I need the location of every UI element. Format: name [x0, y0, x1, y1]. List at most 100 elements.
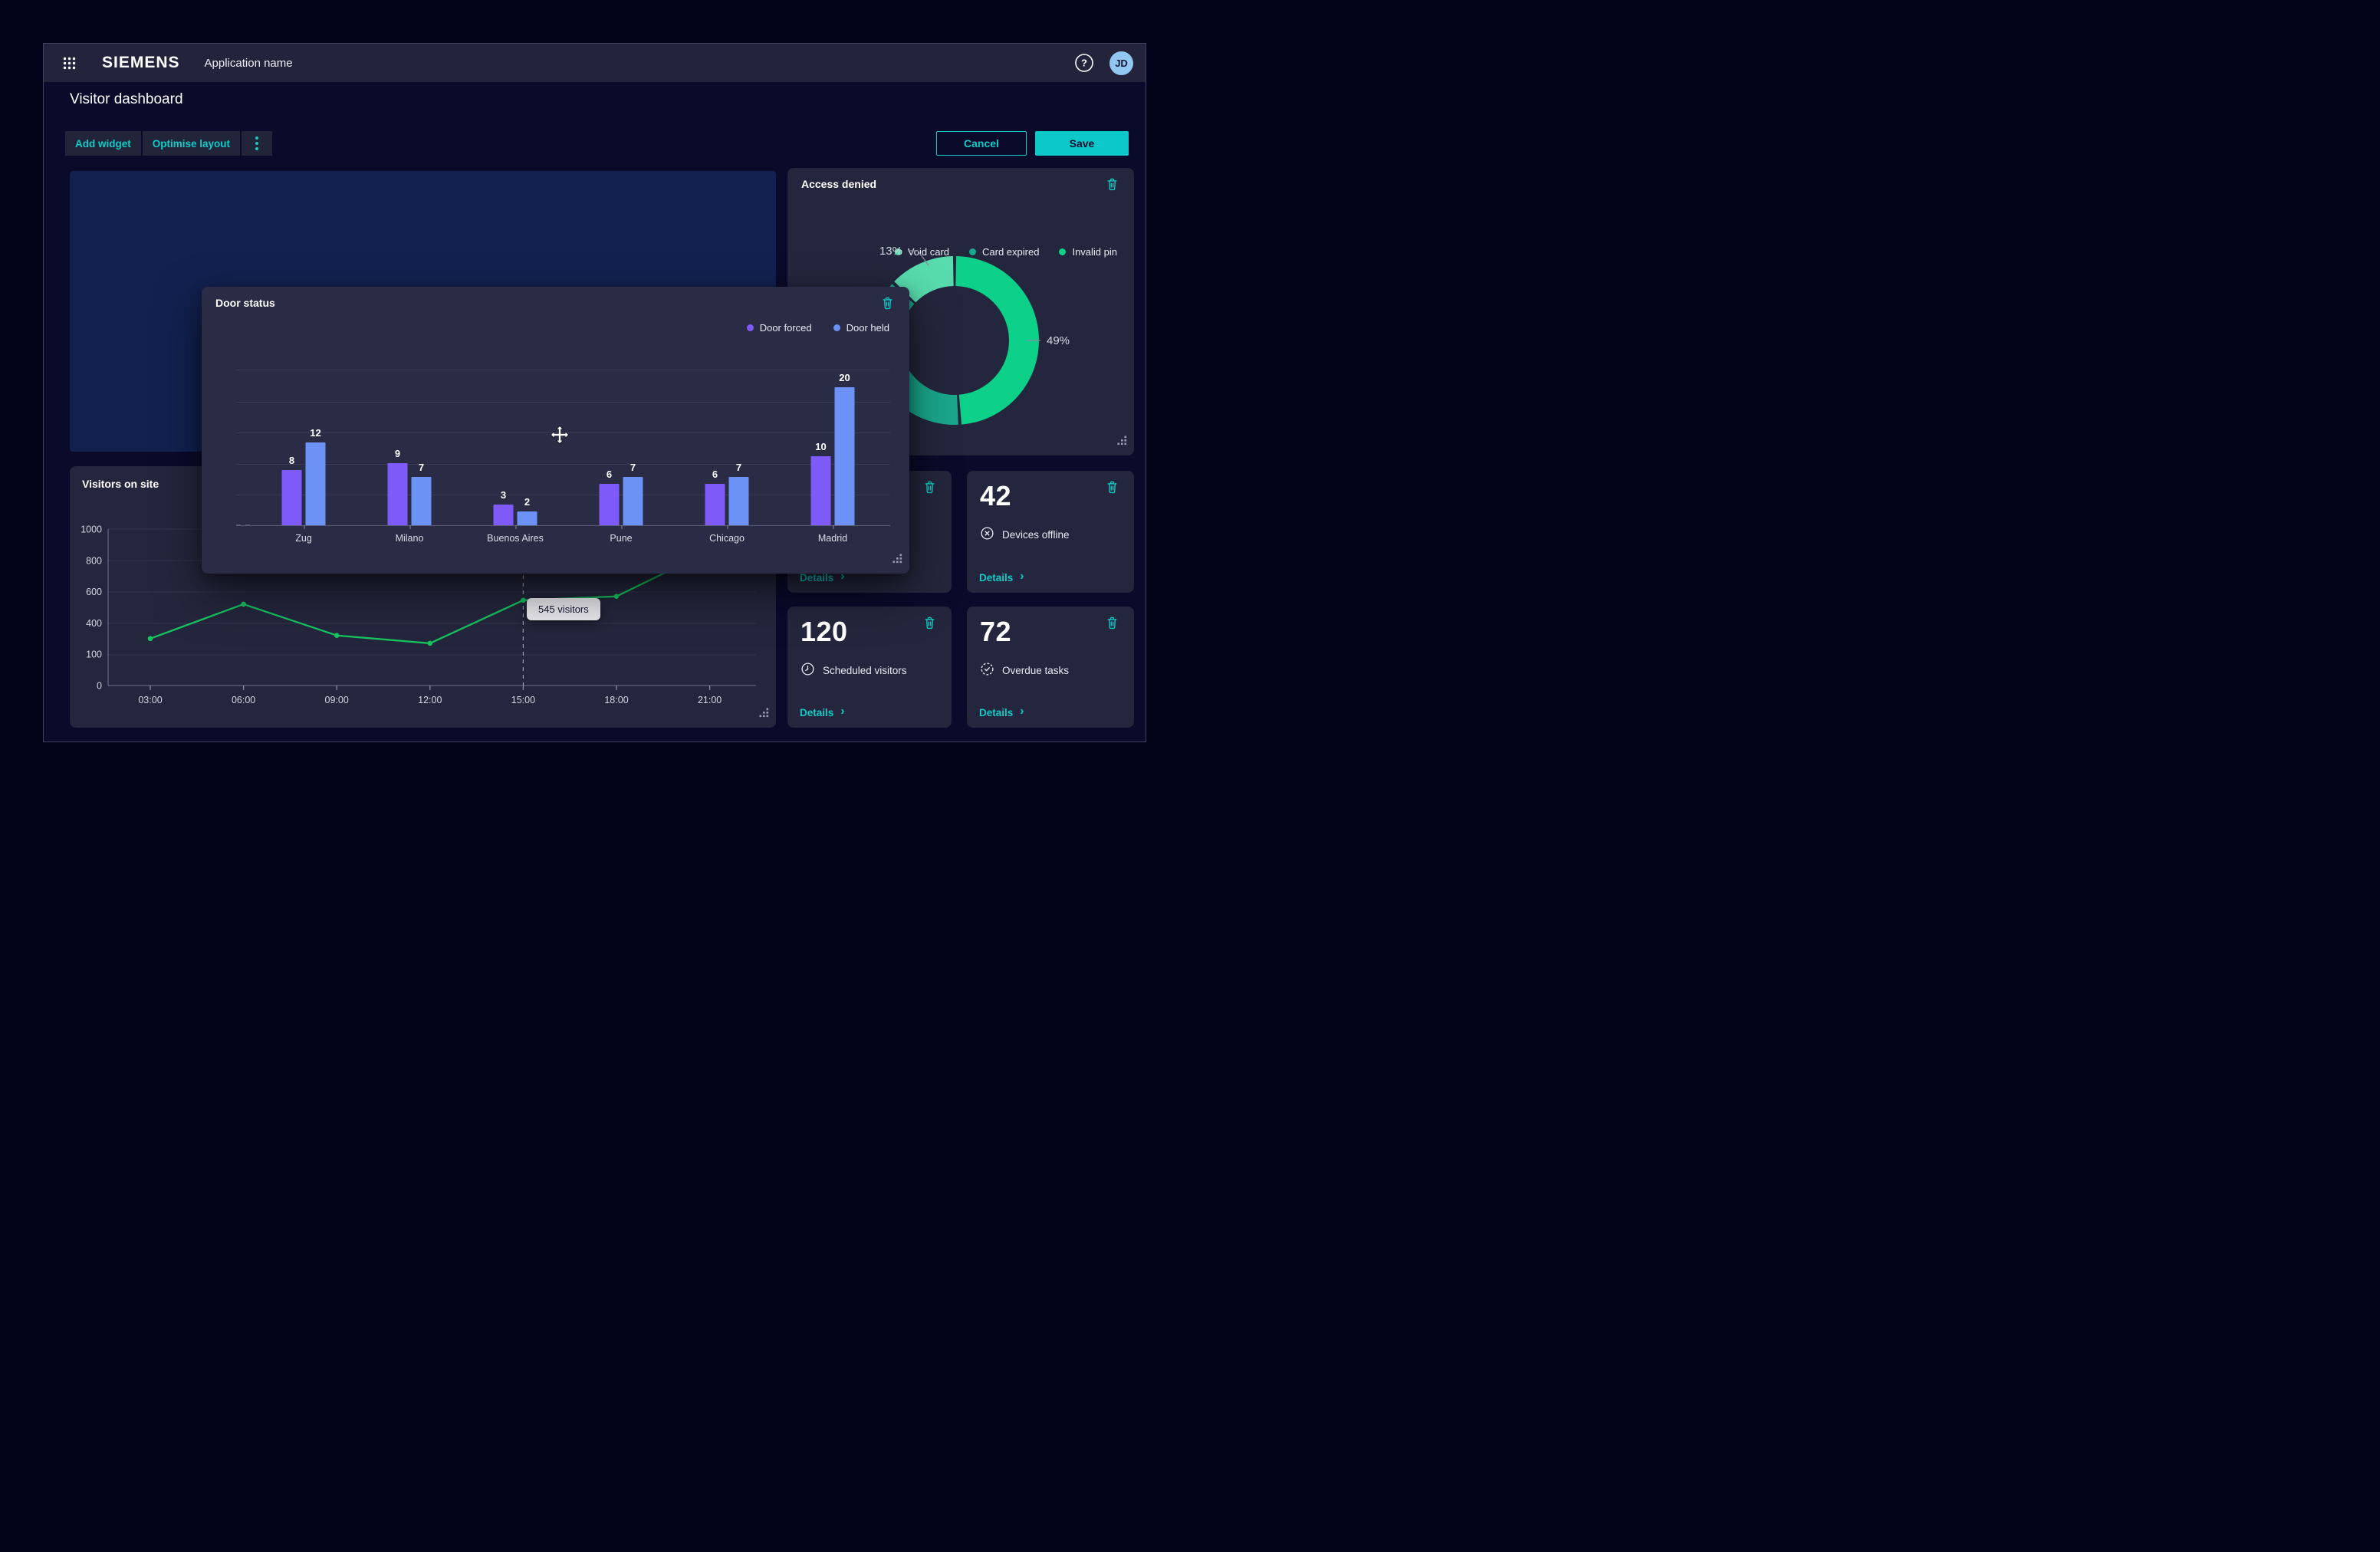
delete-widget-button[interactable] [1106, 616, 1119, 634]
edit-toolbar: Add widget Optimise layout [65, 131, 273, 156]
legend-item-card-expired[interactable]: Card expired [969, 246, 1039, 258]
widget-overdue-tasks[interactable]: 72 Overdue tasks Details › [967, 607, 1134, 728]
widget-scheduled-visitors[interactable]: 120 Scheduled visitors Details › [787, 607, 952, 728]
bar-value-label: 8 [288, 455, 295, 466]
help-icon: ? [1075, 54, 1093, 72]
donut-legend: Void card Card expired Invalid pin [787, 246, 1117, 258]
stat-label: Overdue tasks [1002, 664, 1070, 676]
stat-label: Devices offline [1002, 528, 1070, 541]
line-point [427, 640, 433, 646]
bar-door-forced [281, 470, 302, 525]
widget-title: Door status [215, 297, 275, 309]
y-axis-tick-label: 400 [86, 618, 102, 629]
legend-item-void-card[interactable]: Void card [894, 246, 949, 258]
move-cursor-icon [550, 425, 570, 448]
bar-category-label: Milano [395, 533, 424, 544]
y-axis-tick-label: 100 [86, 649, 102, 660]
svg-text:?: ? [1081, 58, 1087, 69]
chevron-right-icon: › [840, 570, 845, 583]
delete-widget-button[interactable] [923, 616, 936, 634]
bar-value-label: 3 [500, 489, 507, 501]
y-axis-tick-label: 0 [97, 681, 102, 692]
stat-value: 120 [800, 616, 848, 647]
bar-door-held [411, 477, 432, 525]
bar-value-label: 9 [394, 448, 401, 459]
resize-handle[interactable] [892, 553, 902, 567]
bar-door-held [517, 511, 537, 525]
stat-value: 72 [980, 616, 1012, 647]
resize-handle[interactable] [758, 707, 769, 722]
chart-tooltip: 545 visitors [527, 598, 600, 620]
widget-devices-offline[interactable]: 42 Devices offline Details › [967, 471, 1134, 593]
bar-value-label: 7 [418, 462, 425, 473]
delete-widget-button[interactable] [923, 480, 936, 498]
bar-group-chicago: 6 7 Chicago [705, 462, 749, 544]
details-link[interactable]: Details › [800, 705, 845, 718]
help-button[interactable]: ? [1073, 51, 1096, 74]
details-link[interactable]: Details › [979, 705, 1024, 718]
door-status-bar-chart: 8 12 Zug 9 7 Milano 3 2 Buenos Aires 6 7 Pune 6 7 Chic… [236, 363, 890, 544]
line-point [521, 597, 526, 603]
legend-dot [1059, 248, 1067, 255]
siemens-logo: SIEMENS [102, 54, 180, 71]
widget-title: Visitors on site [82, 478, 159, 490]
x-axis-tick-label: 15:00 [511, 695, 535, 705]
resize-handle[interactable] [1116, 435, 1127, 449]
donut-label-13pct: 13% [879, 245, 902, 258]
line-point [147, 636, 153, 642]
bar-door-forced [387, 463, 408, 525]
grid-dots-icon [63, 57, 75, 69]
more-options-button[interactable] [242, 131, 273, 156]
delete-widget-button[interactable] [1106, 480, 1119, 498]
bar-door-forced [810, 456, 831, 525]
bar-value-label: 6 [606, 469, 613, 480]
bar-group-milano: 9 7 Milano [387, 448, 432, 544]
delete-widget-button[interactable] [881, 296, 894, 314]
bar-category-label: Chicago [709, 533, 745, 544]
x-axis-tick-label: 06:00 [232, 695, 255, 705]
bar-group-buenos-aires: 3 2 Buenos Aires [487, 489, 544, 544]
cancel-button[interactable]: Cancel [936, 131, 1027, 156]
x-axis-tick-label: 09:00 [325, 695, 349, 705]
bar-door-forced [493, 505, 514, 525]
bar-group-madrid: 10 20 Madrid [810, 372, 855, 544]
bar-legend: Door forced Door held [746, 322, 889, 334]
line-point [334, 633, 340, 639]
kebab-menu-icon [255, 136, 259, 150]
save-button[interactable]: Save [1035, 131, 1129, 156]
legend-dot [969, 248, 977, 255]
optimise-layout-button[interactable]: Optimise layout [142, 131, 241, 156]
stat-value: 42 [980, 480, 1012, 511]
y-axis-tick-label: 600 [86, 587, 102, 597]
line-point [613, 594, 620, 600]
legend-dot [833, 324, 840, 331]
bar-category-label: Buenos Aires [487, 533, 544, 544]
bar-value-label: 2 [524, 496, 531, 508]
chevron-right-icon: › [840, 705, 845, 718]
clock-icon [800, 662, 815, 679]
bar-door-forced [705, 484, 725, 525]
bar-door-held [728, 477, 749, 525]
bar-category-label: Zug [295, 533, 312, 544]
bar-value-label: 10 [815, 441, 827, 452]
x-axis-tick-label: 18:00 [604, 695, 628, 705]
x-axis-tick-label: 03:00 [138, 695, 162, 705]
donut-label-49pct: 49% [1047, 334, 1070, 347]
widget-door-status-dragging[interactable]: Door status Door forced Door held 8 12 Zug 9… [202, 287, 909, 574]
app-launcher-grid-icon[interactable] [56, 50, 82, 76]
bar-door-held [623, 477, 643, 525]
bar-category-label: Madrid [817, 533, 848, 544]
bar-value-label: 7 [735, 462, 742, 473]
details-link[interactable]: Details › [979, 570, 1024, 584]
details-link[interactable]: Details › [800, 570, 845, 584]
y-axis-tick-label: 800 [86, 555, 102, 566]
bar-value-label: 6 [712, 469, 718, 480]
legend-item-invalid-pin[interactable]: Invalid pin [1059, 246, 1117, 258]
user-avatar[interactable]: JD [1109, 51, 1133, 75]
delete-widget-button[interactable] [1106, 177, 1119, 196]
legend-dot [894, 248, 902, 255]
bar-group-pune: 6 7 Pune [599, 462, 643, 544]
legend-item-door-forced[interactable]: Door forced [746, 322, 812, 334]
add-widget-button[interactable]: Add widget [65, 131, 141, 156]
legend-item-door-held[interactable]: Door held [833, 322, 889, 334]
